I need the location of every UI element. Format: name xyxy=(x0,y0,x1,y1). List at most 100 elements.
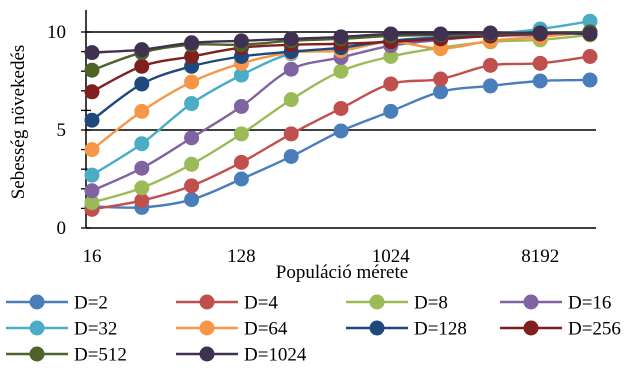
data-point xyxy=(532,25,548,41)
data-point xyxy=(184,192,200,208)
data-point xyxy=(532,55,548,71)
data-point xyxy=(233,98,249,114)
data-point xyxy=(134,180,150,196)
data-point xyxy=(283,61,299,77)
legend-item: D=4 xyxy=(176,293,278,314)
legend-item: D=8 xyxy=(346,293,448,314)
tick-labels: 0 5 10 16 128 1024 8192 xyxy=(47,22,559,267)
y-tick-label: 0 xyxy=(57,218,67,239)
data-point xyxy=(233,67,249,83)
legend-swatch-marker xyxy=(29,294,45,310)
y-tick-label: 5 xyxy=(57,120,67,141)
legend-swatch-marker xyxy=(369,294,385,310)
data-point xyxy=(184,49,200,64)
data-point xyxy=(84,142,100,158)
data-point xyxy=(582,72,598,88)
legend-label: D=256 xyxy=(568,319,621,340)
data-point xyxy=(184,178,200,194)
data-point xyxy=(283,92,299,108)
legend-label: D=4 xyxy=(244,293,278,314)
data-point xyxy=(532,73,548,89)
legend-label: D=16 xyxy=(568,293,611,314)
data-point xyxy=(84,183,100,199)
data-point xyxy=(333,63,349,79)
data-point xyxy=(233,126,249,142)
legend-swatch-marker xyxy=(523,320,539,336)
x-axis-title: Populáció mérete xyxy=(276,262,408,283)
data-point xyxy=(383,26,399,42)
data-point xyxy=(134,193,150,209)
legend-item: D=2 xyxy=(6,293,108,314)
x-tick-label: 128 xyxy=(227,246,256,267)
data-point xyxy=(383,76,399,92)
data-point xyxy=(84,84,100,100)
data-point xyxy=(482,78,498,94)
data-point xyxy=(333,123,349,139)
x-tick-label: 1024 xyxy=(372,246,411,267)
data-point xyxy=(582,49,598,64)
legend-label: D=2 xyxy=(74,293,108,314)
series-d-2 xyxy=(84,72,598,215)
data-point xyxy=(134,76,150,92)
y-axis-title: Sebesség növekedés xyxy=(8,45,29,200)
data-point xyxy=(383,103,399,119)
legend-swatch-marker xyxy=(199,294,215,310)
data-point xyxy=(134,58,150,74)
data-point xyxy=(233,154,249,170)
data-point xyxy=(383,49,399,64)
legend-swatch-marker xyxy=(29,320,45,336)
data-point xyxy=(184,74,200,90)
series-d-1024 xyxy=(84,25,598,61)
legend-swatch-marker xyxy=(199,320,215,336)
data-point xyxy=(84,167,100,183)
data-point xyxy=(184,35,200,51)
data-point xyxy=(433,26,449,42)
data-point xyxy=(482,25,498,41)
series-layer xyxy=(84,13,598,217)
x-tick-label: 8192 xyxy=(521,246,559,267)
data-point xyxy=(283,126,299,142)
legend-item: D=512 xyxy=(6,345,127,366)
legend-swatch-marker xyxy=(199,346,215,362)
legend-label: D=512 xyxy=(74,345,127,366)
y-tick-label: 10 xyxy=(47,22,66,43)
data-point xyxy=(134,103,150,119)
data-point xyxy=(233,171,249,187)
data-point xyxy=(582,13,598,29)
legend-swatch-marker xyxy=(29,346,45,362)
x-tick-label: 16 xyxy=(83,246,102,267)
legend-label: D=1024 xyxy=(244,345,307,366)
legend-label: D=128 xyxy=(414,319,467,340)
data-point xyxy=(333,29,349,45)
legend-item: D=64 xyxy=(176,319,288,340)
data-point xyxy=(84,62,100,78)
data-point xyxy=(283,148,299,164)
legend-item: D=256 xyxy=(500,319,621,340)
data-point xyxy=(134,42,150,58)
series-line xyxy=(91,78,591,209)
data-point xyxy=(333,100,349,116)
legend-swatch-marker xyxy=(369,320,385,336)
data-point xyxy=(184,96,200,112)
data-point xyxy=(482,57,498,73)
data-point xyxy=(84,195,100,211)
data-point xyxy=(84,45,100,61)
legend-item: D=128 xyxy=(346,319,467,340)
legend-item: D=16 xyxy=(500,293,611,314)
legend-item: D=32 xyxy=(6,319,117,340)
data-point xyxy=(84,112,100,128)
data-point xyxy=(233,33,249,49)
data-point xyxy=(134,160,150,176)
legend-label: D=8 xyxy=(414,293,448,314)
data-point xyxy=(433,71,449,87)
data-point xyxy=(433,84,449,100)
legend-label: D=64 xyxy=(244,319,288,340)
data-point xyxy=(184,156,200,172)
data-point xyxy=(283,31,299,47)
legend-swatch-marker xyxy=(523,294,539,310)
data-point xyxy=(582,26,598,42)
legend-item: D=1024 xyxy=(176,345,307,366)
legend: D=2 D=4 D=8 D=16 D=32 D=64 D=128 D=256 D=512 D=10… xyxy=(6,293,621,366)
data-point xyxy=(184,130,200,146)
